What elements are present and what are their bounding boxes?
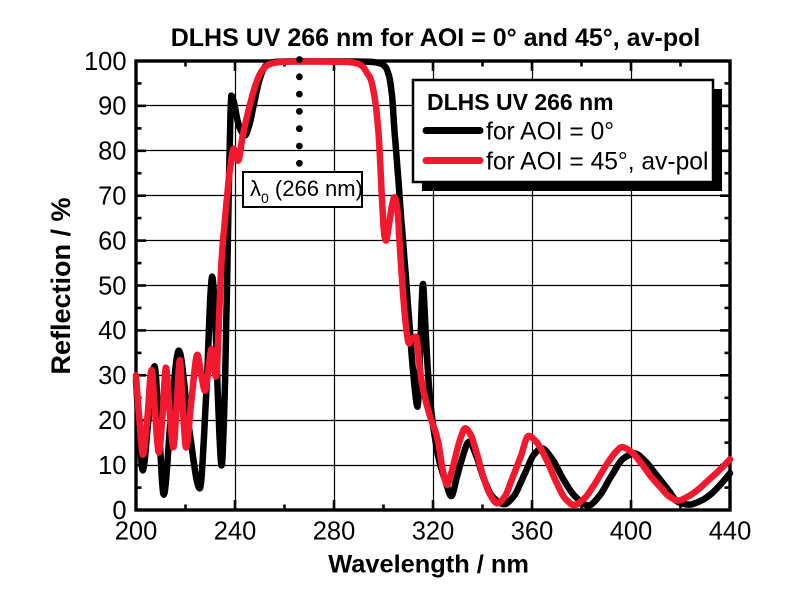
svg-text:200: 200	[115, 518, 158, 546]
svg-text:DLHS UV 266 nm: DLHS UV 266 nm	[427, 89, 614, 115]
svg-text:60: 60	[98, 227, 126, 255]
svg-text:0: 0	[112, 497, 126, 525]
svg-text:DLHS UV 266 nm for AOI = 0° an: DLHS UV 266 nm for AOI = 0° and 45°, av-…	[171, 24, 701, 52]
svg-text:50: 50	[98, 272, 126, 300]
svg-text:90: 90	[98, 93, 126, 121]
svg-text:400: 400	[610, 518, 653, 546]
svg-text:70: 70	[98, 183, 126, 211]
svg-text:360: 360	[511, 518, 554, 546]
svg-text:320: 320	[412, 518, 455, 546]
svg-text:40: 40	[98, 317, 126, 345]
svg-text:Reflection / %: Reflection / %	[46, 197, 76, 374]
svg-text:for AOI = 45°, av-pol: for AOI = 45°, av-pol	[486, 149, 708, 176]
svg-text:Wavelength / nm: Wavelength / nm	[328, 551, 529, 579]
svg-text:100: 100	[84, 48, 127, 76]
svg-text:30: 30	[98, 362, 126, 390]
svg-text:20: 20	[98, 407, 126, 435]
svg-text:10: 10	[98, 452, 126, 480]
svg-text:240: 240	[214, 518, 257, 546]
svg-text:for AOI = 0°: for AOI = 0°	[486, 119, 614, 146]
svg-text:440: 440	[709, 518, 752, 546]
svg-text:280: 280	[313, 518, 356, 546]
svg-text:80: 80	[98, 138, 126, 166]
